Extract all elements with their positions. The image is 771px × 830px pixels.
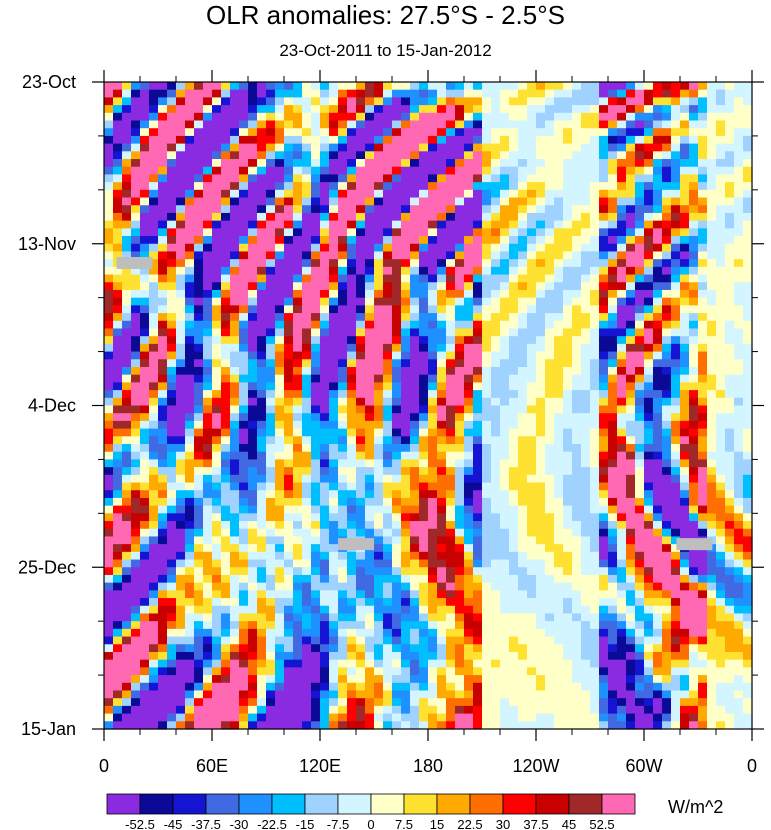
colorbar: -52.5 -45 -37.5 -30 -22.5 -15 -7.5 0 7.5 15 22.5 30…	[106, 793, 723, 830]
colorbar-label: -52.5	[125, 817, 155, 830]
y-tick-label: 15-Jan	[21, 719, 76, 739]
colorbar-swatch	[568, 793, 603, 815]
colorbar-swatch	[172, 793, 207, 815]
colorbar-swatch	[370, 793, 405, 815]
x-tick-label: 120E	[299, 756, 341, 776]
colorbar-swatch	[238, 793, 273, 815]
colorbar-label: 52.5	[589, 817, 614, 830]
colorbar-swatch	[469, 793, 504, 815]
colorbar-label: -30	[230, 817, 249, 830]
y-axis-ticks: 23-Oct 13-Nov 4-Dec 25-Dec 15-Jan	[18, 72, 764, 739]
x-tick-label: 60W	[625, 756, 662, 776]
colorbar-swatch	[535, 793, 570, 815]
colorbar-label: 30	[496, 817, 510, 830]
missing-data-patch	[676, 538, 713, 551]
chart-title: OLR anomalies: 27.5°S - 2.5°S	[206, 0, 565, 30]
x-tick-label: 180	[413, 756, 443, 776]
colorbar-label: 22.5	[457, 817, 482, 830]
y-tick-label: 13-Nov	[18, 234, 76, 254]
x-tick-label: 0	[747, 756, 757, 776]
y-tick-label: 23-Oct	[22, 72, 76, 92]
colorbar-label: -7.5	[327, 817, 349, 830]
colorbar-label: -15	[296, 817, 315, 830]
colorbar-label: 37.5	[523, 817, 548, 830]
colorbar-label: 7.5	[395, 817, 413, 830]
colorbar-label: -22.5	[257, 817, 287, 830]
colorbar-swatch	[502, 793, 537, 815]
colorbar-label: 0	[367, 817, 374, 830]
x-axis-ticks: 0 60E 120E 180 120W 60W 0	[99, 70, 757, 776]
colorbar-label: -37.5	[191, 817, 221, 830]
colorbar-label: 15	[430, 817, 444, 830]
y-tick-label: 4-Dec	[28, 396, 76, 416]
colorbar-swatch	[205, 793, 240, 815]
x-tick-label: 0	[99, 756, 109, 776]
missing-data-patches	[116, 257, 713, 551]
colorbar-swatch	[436, 793, 471, 815]
colorbar-swatch	[304, 793, 339, 815]
x-tick-label: 60E	[196, 756, 228, 776]
colorbar-swatch	[139, 793, 174, 815]
colorbar-swatch	[601, 793, 636, 815]
colorbar-swatch	[403, 793, 438, 815]
colorbar-label: -45	[164, 817, 183, 830]
chart-subtitle: 23-Oct-2011 to 15-Jan-2012	[279, 41, 492, 60]
colorbar-units: W/m^2	[668, 797, 723, 817]
colorbar-swatch	[271, 793, 306, 815]
missing-data-patch	[116, 257, 153, 270]
missing-data-patch	[338, 538, 374, 551]
y-tick-label: 25-Dec	[18, 557, 76, 577]
x-tick-label: 120W	[512, 756, 559, 776]
colorbar-swatch	[106, 793, 141, 815]
anomaly-field	[104, 82, 753, 730]
colorbar-label: 45	[562, 817, 576, 830]
colorbar-swatch	[337, 793, 372, 815]
